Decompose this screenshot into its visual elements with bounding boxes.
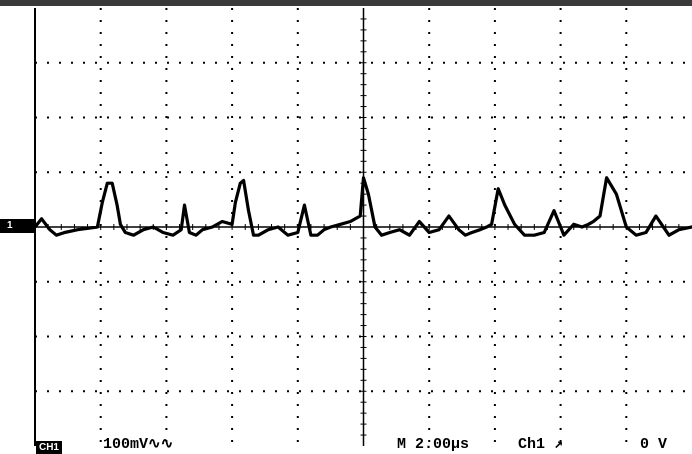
channel-1-trace	[33, 176, 692, 237]
timebase-value: M 2.00µs	[397, 436, 470, 453]
trigger-source: Ch1	[518, 436, 546, 453]
volts-per-div-readout: 100mV∿∿	[103, 436, 173, 454]
channel-badge-label: CH1	[38, 442, 59, 453]
timebase-readout: M 2.00µs	[397, 436, 469, 454]
top-frame-bar	[0, 0, 692, 6]
channel-badge: CH1	[36, 441, 62, 454]
graticule	[34, 8, 692, 446]
trigger-slope-icon: ↗	[554, 436, 564, 453]
trigger-readout: Ch1 ↗	[518, 436, 563, 454]
trigger-level-value: 0 V	[640, 436, 668, 453]
channel-ground-marker[interactable]: 1	[0, 219, 34, 233]
trace-layer	[33, 176, 692, 237]
trigger-level-readout: 0 V	[640, 436, 667, 454]
channel-marker-label: 1	[7, 220, 13, 231]
bandwidth-limit-icon: ∿∿	[148, 436, 174, 453]
volts-per-div-value: 100mV	[103, 436, 149, 453]
